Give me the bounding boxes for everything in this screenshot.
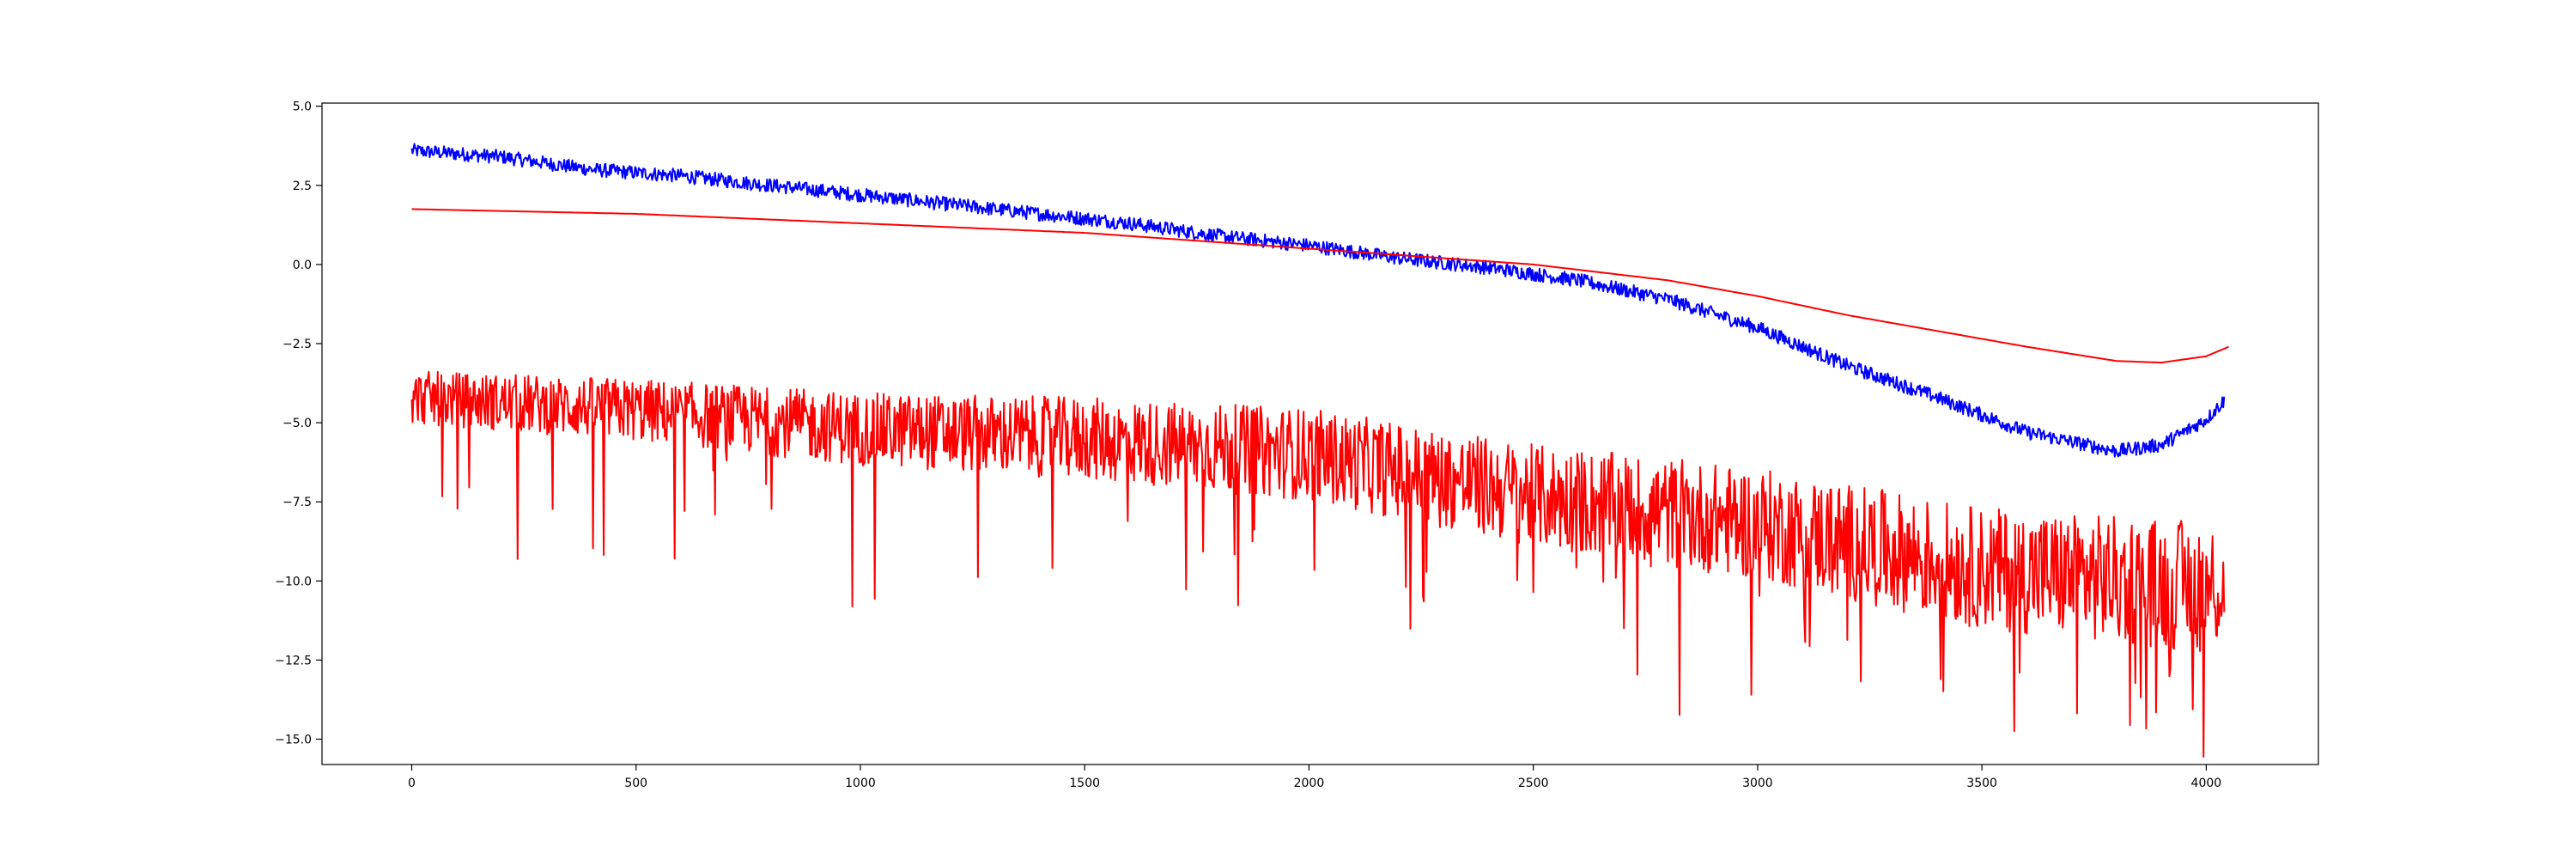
series-layer	[410, 143, 2229, 758]
x-tick-label: 4000	[2191, 777, 2222, 790]
y-tick-label: −7.5	[283, 496, 312, 509]
y-tick-label: −12.5	[275, 654, 312, 667]
series-line-3	[410, 370, 2226, 758]
y-tick-label: −10.0	[275, 575, 312, 588]
y-tick-label: 2.5	[293, 180, 312, 193]
plot-frame	[321, 102, 2319, 765]
x-tick-label: 1500	[1069, 777, 1100, 790]
x-tick-label: 3500	[1966, 777, 1997, 790]
x-axis: 0 500 1000 1500 2000 2500 3000 3500 4000	[408, 765, 2221, 790]
x-tick-label: 0	[408, 777, 416, 790]
x-tick-label: 2000	[1294, 777, 1325, 790]
y-tick-label: −5.0	[283, 417, 312, 430]
y-tick-label: 5.0	[293, 101, 312, 114]
series-line-2	[411, 208, 2229, 364]
x-tick-label: 3000	[1742, 777, 1773, 790]
series-line-1	[410, 143, 2226, 458]
x-tick-label: 1000	[845, 777, 876, 790]
y-tick-label: −15.0	[275, 734, 312, 747]
x-tick-label: 500	[624, 777, 647, 790]
y-axis: 5.0 2.5 0.0 −2.5 −5.0 −7.5 −10.0 −12.5 −15.0	[275, 101, 322, 747]
y-tick-label: −2.5	[283, 338, 312, 351]
y-tick-label: 0.0	[293, 259, 312, 272]
x-tick-label: 2500	[1518, 777, 1549, 790]
